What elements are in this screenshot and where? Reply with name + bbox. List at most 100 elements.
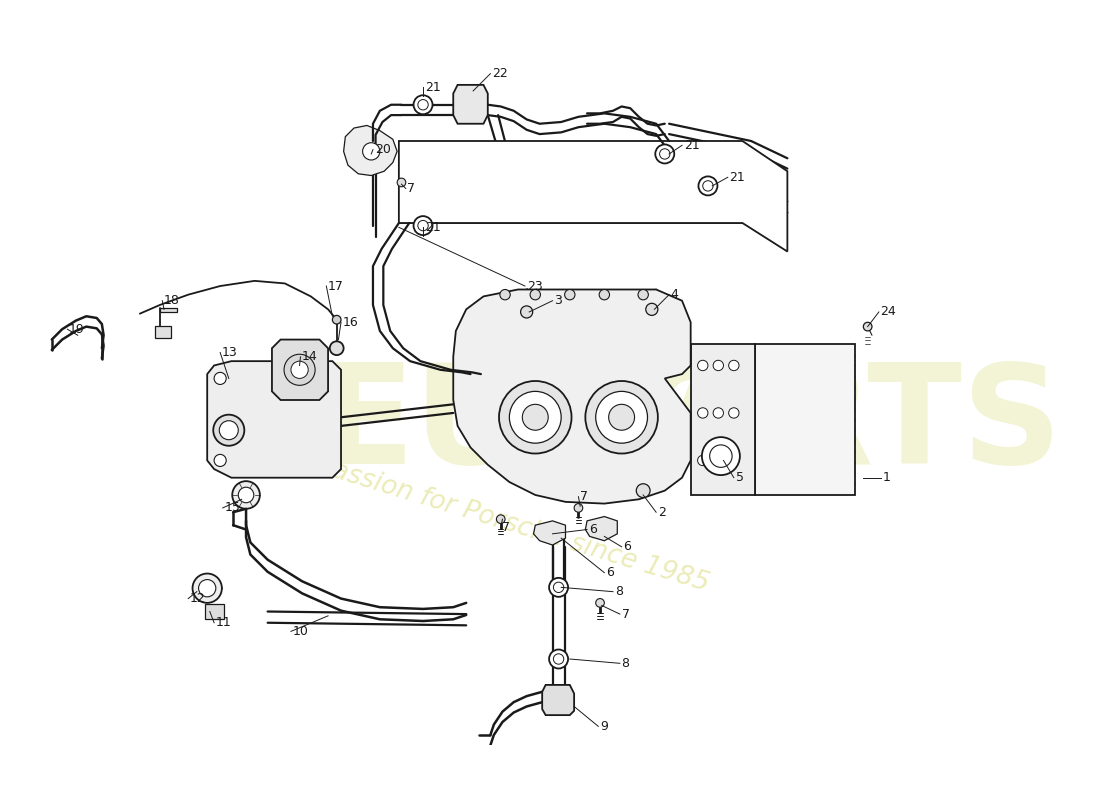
Text: 23: 23 <box>527 279 542 293</box>
Circle shape <box>697 455 708 466</box>
Text: 7: 7 <box>407 182 416 195</box>
Circle shape <box>596 391 648 443</box>
Text: 21: 21 <box>425 81 440 94</box>
Circle shape <box>728 455 739 466</box>
Text: 4: 4 <box>671 288 679 301</box>
Text: 7: 7 <box>503 522 510 534</box>
Text: 20: 20 <box>375 143 390 156</box>
Bar <box>160 308 177 312</box>
Text: a passion for Porsche since 1985: a passion for Porsche since 1985 <box>289 445 713 597</box>
Circle shape <box>499 290 510 300</box>
Circle shape <box>214 372 227 385</box>
Circle shape <box>332 315 341 324</box>
Text: 10: 10 <box>293 625 308 638</box>
Polygon shape <box>534 521 565 545</box>
Circle shape <box>214 454 227 466</box>
Circle shape <box>697 360 708 370</box>
Circle shape <box>553 582 564 593</box>
Polygon shape <box>453 290 691 504</box>
Circle shape <box>713 455 724 466</box>
Circle shape <box>564 290 575 300</box>
Text: 7: 7 <box>580 490 588 503</box>
Text: 2: 2 <box>658 506 666 518</box>
Circle shape <box>646 303 658 315</box>
Circle shape <box>530 290 540 300</box>
Circle shape <box>499 381 572 454</box>
Polygon shape <box>542 685 574 715</box>
Circle shape <box>698 176 717 195</box>
Circle shape <box>509 391 561 443</box>
Circle shape <box>728 408 739 418</box>
Bar <box>756 344 855 495</box>
Text: PARTS: PARTS <box>570 358 1062 494</box>
Circle shape <box>284 354 315 386</box>
Polygon shape <box>585 517 617 541</box>
Circle shape <box>702 437 740 475</box>
Text: 8: 8 <box>621 657 629 670</box>
Circle shape <box>713 408 724 418</box>
Circle shape <box>330 342 343 355</box>
Text: 7: 7 <box>621 608 629 621</box>
Polygon shape <box>207 361 341 478</box>
Text: 22: 22 <box>492 67 508 80</box>
Text: 3: 3 <box>554 294 562 307</box>
Circle shape <box>397 178 406 186</box>
Text: 17: 17 <box>328 279 344 293</box>
Circle shape <box>363 142 379 160</box>
Circle shape <box>239 487 254 502</box>
Circle shape <box>192 574 222 603</box>
Circle shape <box>549 650 568 669</box>
Text: 6: 6 <box>624 540 631 554</box>
Text: 21: 21 <box>729 170 746 184</box>
Text: 18: 18 <box>164 294 180 307</box>
Circle shape <box>520 306 532 318</box>
Text: 21: 21 <box>425 221 440 234</box>
Circle shape <box>697 408 708 418</box>
Circle shape <box>553 654 564 664</box>
Text: 12: 12 <box>190 592 206 605</box>
Circle shape <box>713 360 724 370</box>
Circle shape <box>496 515 505 523</box>
Circle shape <box>549 578 568 597</box>
Polygon shape <box>272 339 328 400</box>
Text: 14: 14 <box>302 350 318 363</box>
Text: 13: 13 <box>222 346 238 359</box>
Bar <box>155 326 170 338</box>
Text: 6: 6 <box>606 566 614 579</box>
Bar <box>691 344 756 495</box>
Circle shape <box>522 404 548 430</box>
Text: 15: 15 <box>224 502 240 514</box>
Polygon shape <box>453 85 487 124</box>
Text: 1: 1 <box>882 471 890 484</box>
Text: 24: 24 <box>881 306 896 318</box>
Circle shape <box>703 181 713 191</box>
Circle shape <box>596 598 604 607</box>
Circle shape <box>638 290 648 300</box>
Circle shape <box>660 149 670 159</box>
Circle shape <box>213 414 244 446</box>
Polygon shape <box>399 141 788 251</box>
Circle shape <box>636 484 650 498</box>
Circle shape <box>608 404 635 430</box>
Circle shape <box>290 361 308 378</box>
Text: 11: 11 <box>216 616 232 630</box>
Circle shape <box>232 481 260 509</box>
Text: 19: 19 <box>69 322 85 336</box>
Bar <box>206 604 224 619</box>
Circle shape <box>199 579 216 597</box>
Circle shape <box>710 445 733 467</box>
Circle shape <box>656 145 674 163</box>
Circle shape <box>414 216 432 235</box>
Text: 5: 5 <box>736 471 744 484</box>
Circle shape <box>585 381 658 454</box>
Circle shape <box>219 421 239 440</box>
Text: 8: 8 <box>615 585 623 598</box>
Polygon shape <box>343 126 397 175</box>
Circle shape <box>418 99 428 110</box>
Circle shape <box>418 221 428 230</box>
Circle shape <box>574 504 583 512</box>
Text: 6: 6 <box>588 523 596 536</box>
Text: 21: 21 <box>684 139 700 152</box>
Text: 9: 9 <box>600 720 608 733</box>
Text: EURO: EURO <box>319 358 752 494</box>
